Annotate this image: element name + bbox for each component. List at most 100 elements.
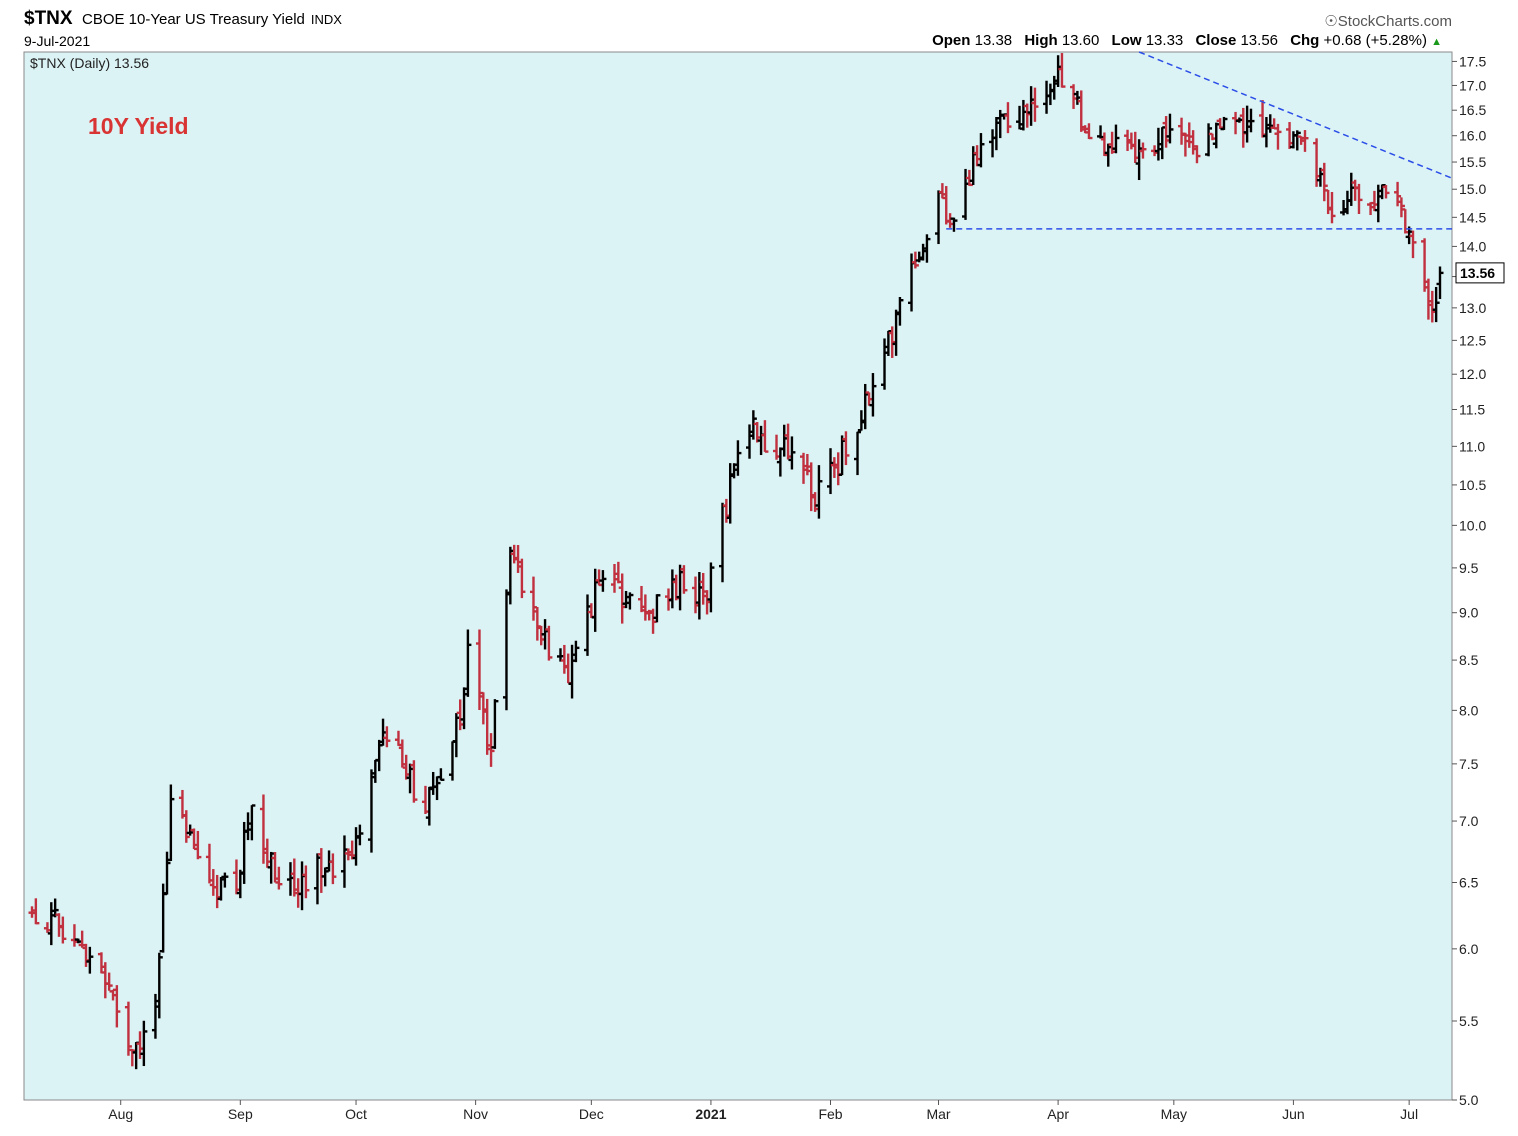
ohlc-bar [599,570,607,592]
ohlc-bar [761,420,769,453]
ohlc-bar [854,430,862,476]
ohlc-bar [950,217,958,232]
open-label: Open [932,32,971,49]
ohlc-bar [491,699,499,749]
ohlc-bar [1397,197,1405,218]
ohlc-bar [626,592,634,610]
low-label: Low [1111,32,1142,49]
resistance-trendline [1138,51,1453,179]
y-tick-label: 14.5 [1459,209,1486,225]
y-tick-label: 7.0 [1459,813,1479,829]
ohlc-bar [707,562,715,613]
y-tick-label: 15.5 [1459,154,1486,170]
x-tick-label: Dec [579,1106,604,1122]
ohlc-bar [1031,87,1039,122]
ohlc-bar [124,1001,132,1056]
x-tick-label: Mar [926,1106,950,1122]
ohlc-bar [182,810,190,843]
ohlc-bar [1004,102,1012,134]
ohlc-bar [1274,123,1282,150]
close-label: Close [1195,32,1237,49]
high-value: 13.60 [1061,32,1100,49]
y-tick-label: 11.5 [1459,401,1485,417]
ohlc-bar [275,866,283,890]
y-tick-label: 13.0 [1459,300,1486,316]
y-tick-label: 9.5 [1459,560,1479,576]
y-tick-label: 7.5 [1459,756,1479,772]
ohlc-bar [383,726,391,748]
y-tick-label: 6.5 [1459,874,1479,890]
x-tick-label: May [1161,1106,1187,1122]
ohlc-bar [155,952,163,1019]
plot-area [23,51,1453,1101]
chart-date: 9-Jul-2021 [24,33,91,49]
close-value: 13.56 [1240,32,1279,49]
ohlc-bar [140,1020,148,1067]
y-tick-label: 8.5 [1459,652,1479,668]
ohlc-bar [680,565,688,594]
low-value: 13.33 [1145,32,1184,49]
ohlc-bar [105,972,113,991]
y-tick-label: 5.5 [1459,1013,1479,1029]
exchange-label: INDX [310,12,342,27]
ohlc-bar [86,946,94,974]
ohlc-bar [1166,113,1174,144]
ohlc-bar [487,733,495,767]
ohlc-bar [1432,286,1440,323]
y-tick-label: 16.0 [1459,128,1486,144]
x-tick-label: Jun [1282,1106,1305,1122]
ohlc-bar [1112,124,1120,154]
x-tick-label: 2021 [695,1106,726,1122]
y-tick-label: 6.0 [1459,941,1479,957]
ohlc-bar [1247,108,1255,133]
annotation-lines [946,51,1453,230]
ohlc-bar [1205,123,1213,157]
ohlc-bar [51,898,59,918]
ohlc-bar [869,373,877,417]
chart-overlay: $TNX (Daily) 13.56 10Y Yield 13.56 [30,55,1505,284]
symbol-description: CBOE 10-Year US Treasury Yield INDX [82,11,342,28]
chart-header: $TNX CBOE 10-Year US Treasury Yield INDX … [0,0,1518,54]
ohlc-bar [1328,191,1336,224]
ohlc-bar [248,804,256,841]
ohlc-bar [911,251,919,269]
ohlc-bar [329,853,337,885]
ohlc-bar [113,985,121,1028]
price-bars [28,53,1444,1070]
y-tick-label: 17.0 [1459,77,1486,93]
ohlc-bar [572,640,580,663]
y-tick-label: 14.0 [1459,238,1486,254]
last-price-box [1455,262,1505,284]
symbol: $TNX [24,8,73,29]
chart-annotation: 10Y Yield [88,113,189,139]
ohlc-bar [221,872,229,888]
ohlc-bar [437,768,445,781]
ohlc-bar [1139,142,1147,159]
ohlc-bar [194,830,202,860]
brand-text: StockCharts.com [1337,13,1452,30]
ohlc-bar [896,297,904,326]
y-tick-label: 15.0 [1459,181,1486,197]
ohlc-bar [1409,230,1417,259]
ohlc-bar [788,436,796,470]
y-tick-label: 17.5 [1459,53,1486,69]
y-axis: 5.0 5.5 6.0 6.5 7.0 7.5 8.0 8.5 9.0 9.5 10.0 10.5 11… [1452,53,1486,1108]
ohlc-bar [815,465,823,519]
ohlc-bar [163,851,171,896]
ohlc-bar [59,916,67,944]
ohlc-bar [1058,53,1066,88]
brand-logo[interactable]: ☉StockCharts.com [1324,13,1452,30]
ohlc-bar [1394,181,1402,207]
last-price-label: 13.56 [1460,265,1495,281]
x-tick-label: Nov [463,1106,488,1122]
ohlc-bar [734,440,742,476]
ohlc-bar [923,234,931,263]
ohlc-bar [464,629,472,697]
up-arrow-icon: ▲ [1431,36,1442,48]
ohlc-bar [518,558,526,599]
ohlc-bar [167,784,175,862]
y-tick-label: 8.0 [1459,702,1479,718]
ohlc-summary: Open 13.38 High 13.60 Low 13.33 Close 13… [932,32,1442,49]
ohlc-bar [653,594,661,623]
